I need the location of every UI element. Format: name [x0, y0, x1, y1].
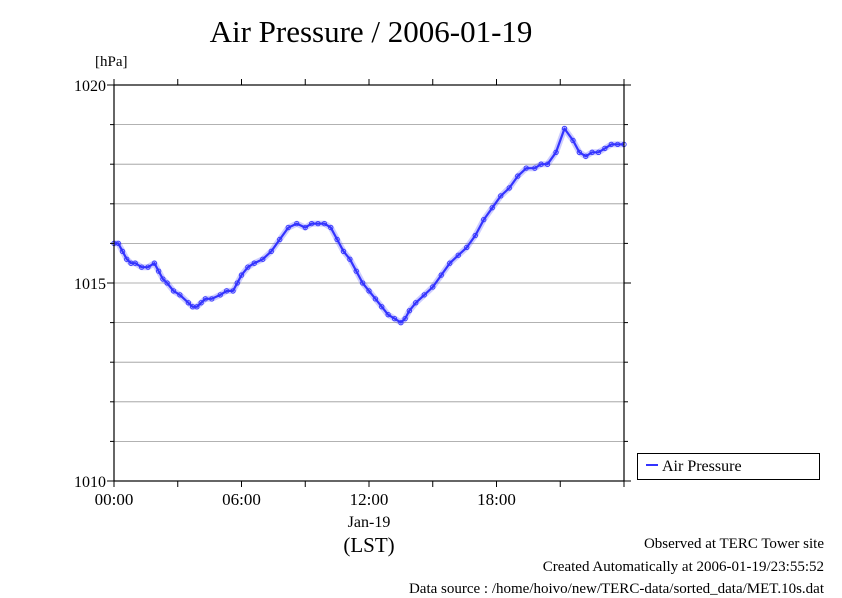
data-point [413, 300, 419, 306]
data-point [347, 256, 353, 262]
data-point [372, 296, 379, 302]
x-axis-label: (LST) [343, 533, 394, 557]
data-point [155, 268, 162, 274]
y-axis-unit-label: [hPa] [95, 54, 128, 70]
data-point [328, 224, 334, 231]
data-point [164, 280, 170, 286]
data-point [421, 292, 427, 298]
x-tick-label: 00:00 [95, 490, 134, 509]
data-point [277, 236, 283, 243]
data-point [614, 141, 621, 148]
data-point [185, 300, 192, 306]
footer-source-text: Data source : /home/hoivo/new/TERC-data/… [408, 581, 824, 597]
data-point [260, 256, 266, 262]
data-point [481, 216, 487, 223]
data-point [608, 141, 614, 148]
data-point [315, 220, 321, 227]
x-tick-label: 18:00 [477, 490, 516, 509]
data-point [230, 288, 236, 294]
data-point [455, 252, 461, 258]
y-tick-label: 1020 [74, 78, 106, 95]
data-point [334, 236, 340, 243]
data-point [321, 220, 328, 227]
series-line [114, 127, 624, 324]
x-date-label: Jan-19 [348, 514, 391, 531]
data-point [194, 304, 200, 310]
data-point [532, 165, 538, 171]
data-point [132, 260, 138, 266]
data-point [589, 149, 595, 155]
data-point [359, 280, 366, 286]
data-point [498, 193, 504, 199]
data-point [217, 292, 223, 298]
data-point [561, 125, 568, 132]
data-point [268, 248, 274, 254]
data-point [538, 161, 544, 167]
footer-created-text: Created Automatically at 2006-01-19/23:5… [542, 559, 824, 575]
data-point [506, 185, 512, 191]
data-point [124, 256, 130, 262]
data-point [119, 248, 126, 254]
data-point [294, 220, 300, 227]
data-point [402, 315, 408, 322]
data-point [523, 165, 529, 171]
data-point [489, 205, 495, 211]
data-point [447, 260, 453, 266]
x-tick-label: 06:00 [222, 490, 261, 509]
data-point [576, 149, 583, 155]
axis-ticks [107, 79, 631, 487]
data-point [472, 232, 478, 239]
data-point [595, 149, 602, 155]
legend-label-air-pressure: Air Pressure [662, 458, 742, 475]
data-point [177, 292, 183, 298]
data-point [198, 300, 204, 306]
legend-swatch-icon [646, 464, 658, 467]
data-point [544, 161, 551, 167]
data-point [151, 260, 158, 266]
footer-observed-text: Observed at TERC Tower site [643, 536, 824, 552]
data-point [251, 260, 257, 266]
series-layer [111, 125, 627, 326]
y-tick-label: 1010 [74, 474, 106, 491]
data-point [406, 308, 413, 314]
x-tick-label: 12:00 [350, 490, 389, 509]
data-point [238, 272, 245, 278]
data-point [115, 240, 121, 247]
data-point [515, 173, 521, 179]
data-point [170, 288, 177, 294]
data-point [438, 272, 444, 278]
data-point [285, 224, 291, 231]
data-point [366, 288, 372, 294]
data-point [353, 268, 359, 274]
data-point [391, 315, 398, 322]
y-tick-label: 1015 [74, 276, 106, 293]
data-point [138, 264, 145, 270]
chart-title: Air Pressure / 2006-01-19 [209, 14, 533, 49]
data-point [234, 280, 240, 286]
data-point [430, 284, 436, 290]
data-point [223, 288, 230, 294]
data-point [398, 319, 404, 326]
data-point [245, 264, 251, 270]
data-point [145, 264, 151, 270]
data-point [302, 224, 308, 231]
data-point [464, 244, 470, 251]
data-point [308, 220, 315, 227]
data-point [553, 149, 559, 155]
data-point [385, 312, 391, 318]
legend: Air Pressure [637, 453, 820, 480]
data-point [570, 137, 576, 144]
gridlines [114, 124, 624, 442]
data-point [202, 296, 209, 302]
data-point [602, 145, 608, 152]
data-point [379, 304, 385, 310]
data-point [160, 276, 166, 282]
data-point [209, 296, 215, 302]
data-point [583, 153, 589, 159]
data-point [340, 248, 347, 254]
axis-tick-labels: 1010 1015 1020 00:00 06:00 12:00 18:00 Jan-19 (L… [74, 78, 516, 557]
